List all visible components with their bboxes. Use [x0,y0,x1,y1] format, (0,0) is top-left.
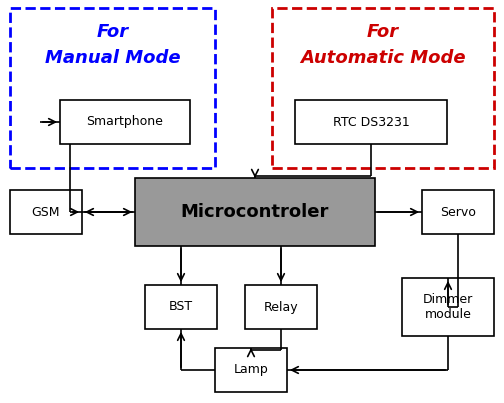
Text: GSM: GSM [32,206,60,218]
Bar [135,178,375,246]
Bar [60,100,190,144]
Text: Automatic Mode: Automatic Mode [300,49,466,67]
Bar [10,190,82,234]
Text: Manual Mode: Manual Mode [45,49,180,67]
Text: Relay: Relay [264,301,298,314]
Text: Microcontroler: Microcontroler [181,203,329,221]
Text: Lamp: Lamp [234,364,268,376]
Bar [272,8,494,168]
Bar [215,348,287,392]
Text: BST: BST [169,301,193,314]
Bar [402,278,494,336]
Bar [145,285,217,329]
Bar [245,285,317,329]
Text: Servo: Servo [440,206,476,218]
Bar [10,8,215,168]
Bar [422,190,494,234]
Text: For: For [96,23,129,41]
Text: Dimmer
module: Dimmer module [423,293,473,321]
Text: RTC DS3231: RTC DS3231 [333,116,409,129]
Text: For: For [367,23,399,41]
Text: Smartphone: Smartphone [87,116,163,129]
Bar [295,100,447,144]
